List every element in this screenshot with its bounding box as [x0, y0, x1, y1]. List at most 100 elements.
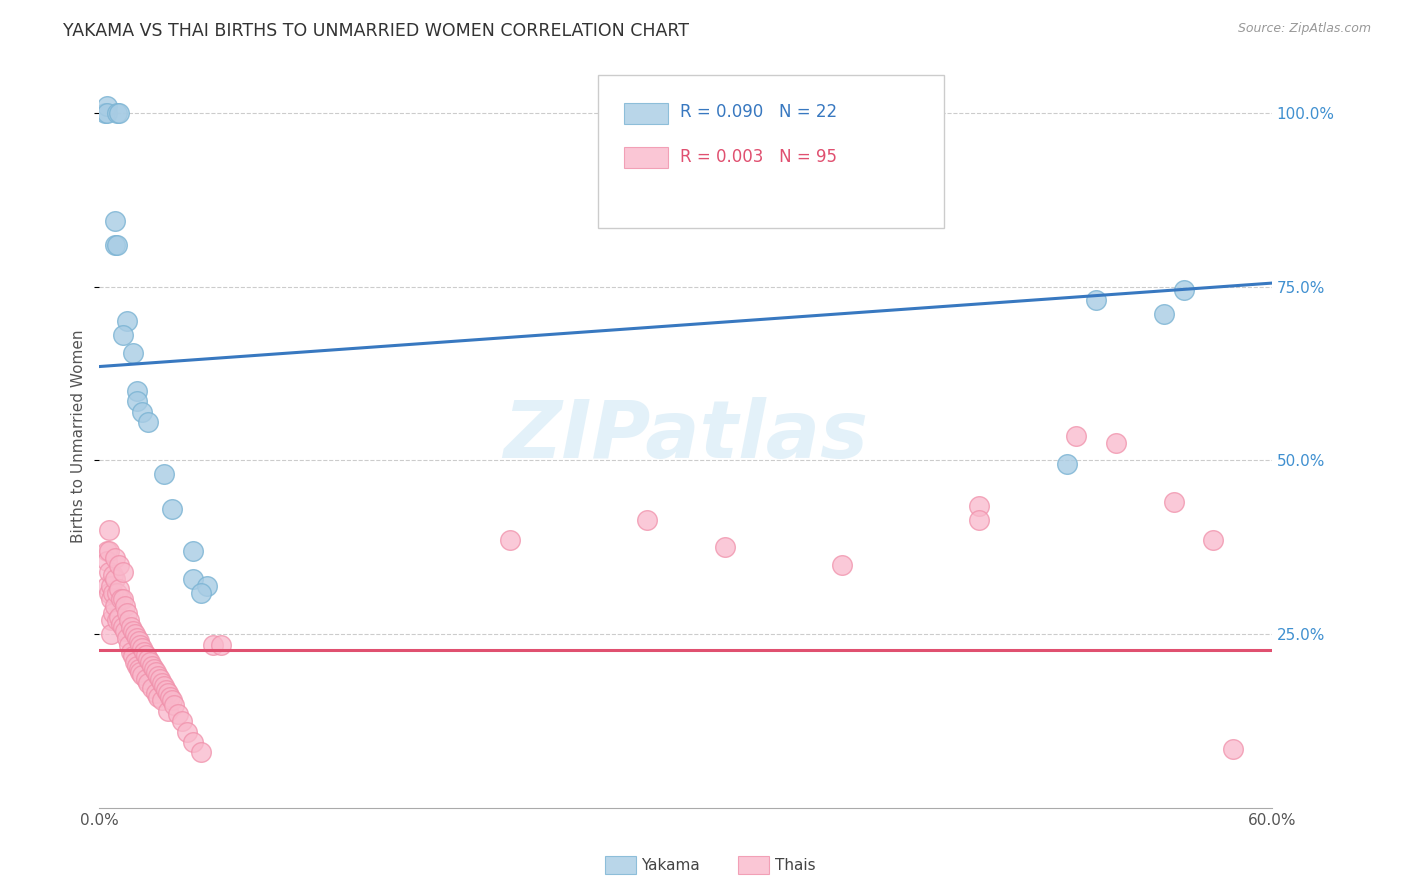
Text: R = 0.090   N = 22: R = 0.090 N = 22 — [681, 103, 837, 121]
Point — [94, 105, 117, 120]
Point — [967, 499, 990, 513]
Point — [195, 578, 218, 592]
Point — [131, 641, 153, 656]
Point — [105, 585, 128, 599]
Point — [129, 665, 152, 680]
Point — [100, 627, 122, 641]
Point — [118, 613, 141, 627]
Point — [105, 237, 128, 252]
Point — [1085, 293, 1108, 308]
Point — [141, 658, 163, 673]
Point — [1056, 457, 1078, 471]
Point — [145, 665, 167, 680]
Point — [125, 658, 148, 673]
Text: R = 0.003   N = 95: R = 0.003 N = 95 — [681, 148, 837, 166]
Point — [136, 651, 159, 665]
Point — [1173, 283, 1195, 297]
Point — [1163, 495, 1185, 509]
Point — [1202, 533, 1225, 548]
Point — [96, 105, 118, 120]
Point — [105, 105, 128, 120]
Point — [153, 467, 176, 482]
Point — [1153, 307, 1175, 321]
Point — [136, 415, 159, 429]
Point — [1104, 436, 1126, 450]
Point — [143, 662, 166, 676]
Point — [1222, 742, 1244, 756]
Point — [104, 550, 127, 565]
Point — [134, 645, 156, 659]
Point — [111, 328, 134, 343]
Text: Thais: Thais — [775, 858, 815, 872]
Point — [150, 676, 173, 690]
Point — [1066, 429, 1088, 443]
Bar — [623, 103, 668, 124]
Point — [967, 512, 990, 526]
Point — [124, 627, 146, 641]
Point — [190, 585, 212, 599]
Point — [118, 638, 141, 652]
Point — [139, 655, 162, 669]
Point — [201, 638, 224, 652]
Point — [104, 572, 127, 586]
Point — [96, 543, 118, 558]
Point — [176, 724, 198, 739]
Point — [831, 558, 853, 572]
Point — [96, 554, 118, 568]
Point — [115, 607, 138, 621]
Point — [135, 648, 157, 662]
Point — [98, 523, 121, 537]
Point — [149, 673, 172, 687]
Point — [115, 631, 138, 645]
Point — [150, 693, 173, 707]
Point — [114, 624, 136, 638]
Point — [141, 681, 163, 696]
Point — [121, 649, 143, 664]
Point — [125, 631, 148, 645]
Point — [121, 345, 143, 359]
Point — [124, 655, 146, 669]
Point — [98, 585, 121, 599]
Text: Source: ZipAtlas.com: Source: ZipAtlas.com — [1237, 22, 1371, 36]
Text: ZIPatlas: ZIPatlas — [503, 397, 868, 475]
Point — [160, 502, 183, 516]
Point — [120, 620, 142, 634]
Y-axis label: Births to Unmarried Women: Births to Unmarried Women — [72, 329, 86, 543]
Point — [128, 662, 150, 676]
Point — [121, 624, 143, 638]
Point — [190, 746, 212, 760]
Point — [105, 613, 128, 627]
Point — [209, 638, 232, 652]
Point — [153, 679, 176, 693]
Point — [108, 610, 131, 624]
Point — [181, 735, 204, 749]
Point — [146, 690, 169, 704]
Point — [146, 669, 169, 683]
Point — [101, 585, 124, 599]
Point — [104, 213, 127, 227]
Point — [120, 645, 142, 659]
Point — [145, 686, 167, 700]
Point — [156, 686, 179, 700]
Text: Yakama: Yakama — [641, 858, 700, 872]
Point — [111, 565, 134, 579]
Point — [136, 676, 159, 690]
Point — [636, 512, 658, 526]
Point — [166, 707, 188, 722]
Point — [125, 394, 148, 409]
Point — [160, 693, 183, 707]
Point — [108, 558, 131, 572]
Point — [181, 543, 204, 558]
Point — [100, 592, 122, 607]
Bar — [623, 147, 668, 169]
Point — [156, 704, 179, 718]
Point — [100, 578, 122, 592]
Point — [155, 682, 177, 697]
FancyBboxPatch shape — [598, 75, 943, 227]
Text: YAKAMA VS THAI BIRTHS TO UNMARRIED WOMEN CORRELATION CHART: YAKAMA VS THAI BIRTHS TO UNMARRIED WOMEN… — [63, 22, 689, 40]
Point — [110, 592, 132, 607]
Point — [114, 599, 136, 614]
Point — [128, 634, 150, 648]
Point — [101, 607, 124, 621]
Point — [115, 314, 138, 328]
